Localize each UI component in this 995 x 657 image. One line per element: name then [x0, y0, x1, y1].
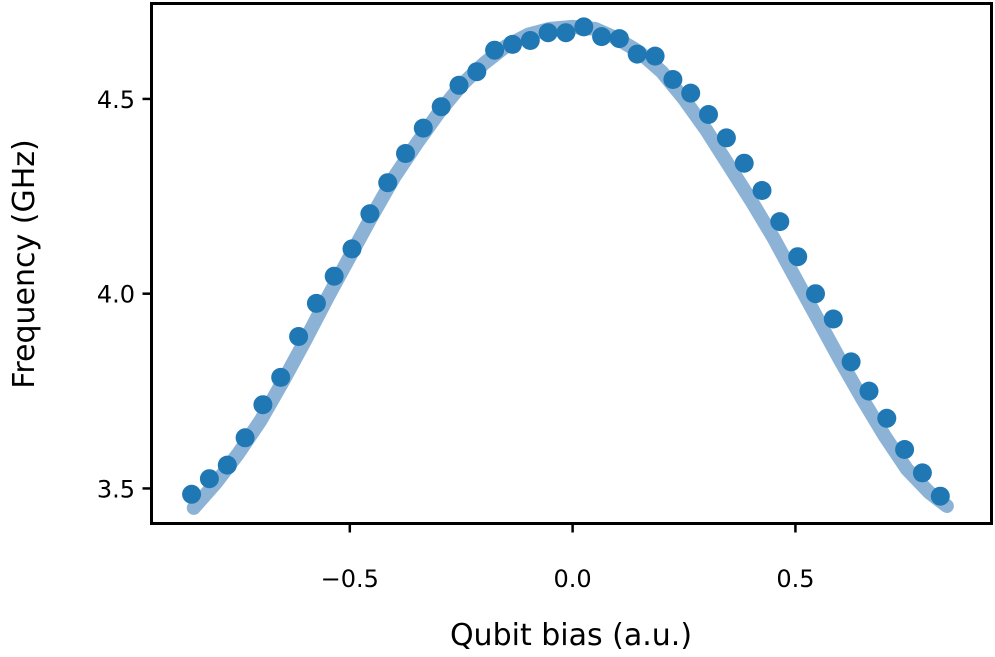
data-point [681, 83, 701, 103]
data-point [716, 128, 736, 148]
data-points-group [182, 17, 950, 506]
data-point [609, 29, 629, 49]
data-point [841, 352, 861, 372]
y-tick-label: 3.5 [97, 475, 135, 503]
data-point [877, 408, 897, 428]
data-point [538, 23, 558, 43]
data-point [360, 204, 380, 224]
data-point [449, 75, 469, 95]
data-point [253, 395, 273, 415]
data-point [289, 327, 309, 346]
axis-ticks: −0.5 0.0 0.5 3.5 4.0 4.5 [97, 86, 815, 593]
data-point [645, 46, 665, 66]
data-point [574, 17, 594, 37]
data-point [520, 31, 540, 50]
data-point [895, 440, 915, 459]
data-point [770, 212, 790, 232]
data-point [431, 97, 451, 117]
data-point [396, 144, 415, 163]
x-tick-label: −0.5 [321, 565, 379, 593]
data-point [503, 34, 522, 54]
x-tick-label: 0.5 [776, 565, 814, 593]
data-point [556, 23, 576, 43]
data-point [859, 381, 879, 401]
data-point [752, 181, 772, 200]
x-tick-label: 0.0 [554, 565, 592, 593]
data-point [182, 484, 202, 504]
data-point [734, 153, 754, 173]
data-point [271, 367, 291, 387]
data-point [592, 27, 612, 47]
data-point [467, 62, 487, 82]
data-point [378, 173, 398, 193]
data-point [485, 40, 505, 60]
data-point [306, 293, 326, 313]
data-point [342, 239, 362, 259]
y-tick-label: 4.0 [97, 281, 135, 309]
y-tick-label: 4.5 [97, 86, 135, 114]
data-point [413, 118, 433, 138]
fit-curve-group [186, 19, 954, 515]
data-point [806, 284, 825, 304]
data-point [627, 44, 647, 64]
data-point [930, 486, 950, 506]
data-point [788, 247, 808, 267]
data-point [699, 105, 718, 124]
data-point [663, 70, 683, 89]
data-point [199, 469, 219, 489]
data-point [235, 428, 255, 448]
x-axis-label: Qubit bias (a.u.) [450, 618, 692, 653]
y-axis-label: Frequency (GHz) [7, 139, 42, 388]
data-point [912, 463, 932, 483]
fit-curve [186, 19, 954, 515]
plot-frame [150, 2, 993, 525]
data-point [324, 266, 344, 286]
data-point [217, 455, 237, 475]
data-point [823, 309, 843, 329]
